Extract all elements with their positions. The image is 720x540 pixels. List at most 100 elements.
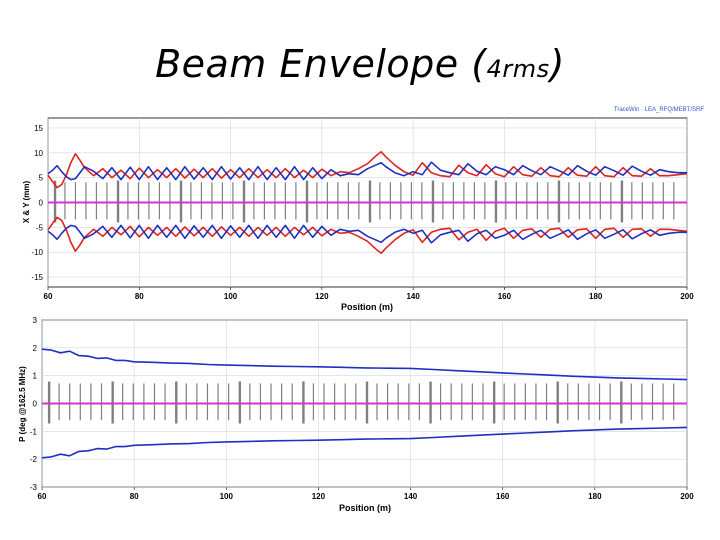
phase-beamline-element bbox=[196, 383, 198, 421]
phase-beamline-element bbox=[482, 383, 484, 421]
phase-beamline-element bbox=[567, 383, 569, 421]
xy-x-tick-label: 200 bbox=[680, 292, 694, 301]
xy-beamline-element bbox=[337, 182, 339, 220]
xy-beamline-element bbox=[137, 182, 140, 220]
xy-beamline-element bbox=[263, 182, 266, 220]
phase-beamline-element bbox=[461, 383, 463, 421]
xy-y-tick-label: -10 bbox=[31, 248, 43, 257]
xy-beamline-element bbox=[316, 182, 318, 220]
xy-beamline-element bbox=[610, 182, 612, 220]
xy-beamline-element bbox=[274, 182, 276, 220]
xy-y-tick-label: 15 bbox=[34, 124, 43, 133]
phase-beamline-element bbox=[386, 383, 389, 421]
xy-x-axis-label: Position (m) bbox=[341, 302, 393, 312]
phase-x-tick-label: 160 bbox=[496, 492, 510, 501]
phase-beamline-element bbox=[418, 383, 420, 421]
phase-y-tick-label: -1 bbox=[30, 427, 38, 436]
xy-x-tick-label: 180 bbox=[589, 292, 603, 301]
phase-beamline-element bbox=[514, 383, 516, 421]
phase-beamline-element bbox=[58, 383, 60, 421]
phase-x-tick-label: 100 bbox=[220, 492, 234, 501]
xy-beamline-element bbox=[442, 182, 444, 220]
xy-x-tick-label: 100 bbox=[224, 292, 238, 301]
phase-beamline-element bbox=[344, 383, 346, 421]
xy-beamline-element bbox=[652, 182, 654, 220]
xy-y-tick-labels: 15 10 5 0 -5 -10 -15 bbox=[31, 124, 43, 282]
phase-x-axis-label: Position (m) bbox=[339, 503, 391, 513]
xy-beamline-element bbox=[452, 182, 454, 220]
phase-envelope-chart: 3 2 1 0 -1 -2 -3 60 80 100 120 140 160 180 200 Positi… bbox=[18, 316, 694, 513]
title-small: 4rms bbox=[486, 55, 550, 83]
phase-beamline-element bbox=[450, 383, 452, 421]
phase-p-upper-envelope bbox=[41, 348, 688, 381]
xy-beamline-element bbox=[190, 182, 192, 220]
phase-beamline-element bbox=[439, 383, 442, 421]
phase-beamline-element bbox=[577, 383, 579, 421]
xy-beamline-element bbox=[515, 182, 517, 220]
phase-beamline-element bbox=[408, 383, 410, 421]
phase-beamline-element bbox=[259, 383, 262, 421]
xy-y-axis-label: X & Y (mm) bbox=[22, 180, 31, 223]
phase-beamline-element bbox=[609, 383, 611, 421]
phase-x-tick-label: 60 bbox=[38, 492, 47, 501]
xy-beamline-element bbox=[673, 182, 675, 220]
phase-beamline-element bbox=[206, 383, 209, 421]
title-main: Beam Envelope ( bbox=[155, 42, 487, 86]
xy-beamline-element bbox=[547, 182, 549, 220]
phase-y-tick-label: -2 bbox=[30, 455, 38, 464]
xy-beamline-element bbox=[326, 182, 328, 220]
phase-y-tick-label: -3 bbox=[30, 483, 38, 492]
phase-beamline-element bbox=[673, 383, 675, 421]
xy-beamline-element bbox=[599, 182, 601, 220]
phase-beamline-element bbox=[249, 383, 251, 421]
xy-beamline-element bbox=[253, 182, 255, 220]
phase-beamline-element bbox=[164, 383, 166, 421]
xy-beamline-element bbox=[589, 182, 591, 220]
phase-beamline-element bbox=[281, 383, 283, 421]
phase-beamline-element bbox=[630, 383, 632, 421]
phase-beamline-element bbox=[397, 383, 399, 421]
phase-beamline-element bbox=[524, 383, 526, 421]
phase-x-tick-label: 80 bbox=[130, 492, 139, 501]
phase-beamline-element bbox=[323, 383, 325, 421]
phase-y-axis-label: P (deg @162.5 MHz) bbox=[18, 366, 27, 442]
phase-beamline-element bbox=[270, 383, 272, 421]
phase-beamline-element bbox=[535, 383, 537, 421]
phase-curves bbox=[41, 348, 688, 459]
xy-beamline-element bbox=[484, 182, 486, 220]
xy-curves bbox=[47, 151, 688, 254]
xy-beamline-element bbox=[578, 182, 580, 220]
xy-beamline-element bbox=[74, 182, 77, 220]
phase-y-tick-labels: 3 2 1 0 -1 -2 -3 bbox=[30, 316, 38, 492]
phase-x-tick-label: 180 bbox=[588, 492, 602, 501]
phase-y-tick-label: 1 bbox=[33, 372, 38, 381]
xy-beamline-element bbox=[641, 182, 643, 220]
phase-y-tick-label: 0 bbox=[33, 400, 38, 409]
phase-beamline-element bbox=[545, 383, 548, 421]
phase-beamline-element bbox=[588, 383, 590, 421]
xy-beamline-element bbox=[295, 182, 297, 220]
xy-x-tick-label: 60 bbox=[44, 292, 53, 301]
xy-beamline-element bbox=[526, 182, 528, 220]
xy-beamline-element bbox=[463, 182, 465, 220]
xy-y-tick-label: -15 bbox=[31, 273, 43, 282]
title-close: ) bbox=[549, 42, 565, 86]
xy-beamline-element bbox=[148, 182, 150, 220]
phase-beamline-element bbox=[312, 383, 315, 421]
xy-x-tick-label: 160 bbox=[498, 292, 512, 301]
xy-y-lower-envelope bbox=[47, 224, 687, 244]
xy-beamline-element bbox=[85, 182, 87, 220]
xy-x-tick-label: 140 bbox=[406, 292, 420, 301]
xy-beamline-element bbox=[347, 182, 349, 220]
xy-beamline-element bbox=[473, 182, 475, 220]
xy-beamline-element bbox=[169, 182, 171, 220]
xy-beamline-element bbox=[662, 182, 664, 220]
phase-beamline-element bbox=[355, 383, 357, 421]
xy-beamline-element bbox=[568, 182, 570, 220]
phase-y-tick-label: 3 bbox=[33, 316, 38, 325]
xy-beamline-element bbox=[106, 182, 108, 220]
xy-beamline-element bbox=[64, 182, 66, 220]
phase-x-tick-labels: 60 80 100 120 140 160 180 200 bbox=[38, 492, 695, 501]
phase-p-lower-envelope bbox=[41, 426, 688, 459]
phase-beamline-element bbox=[69, 383, 71, 421]
